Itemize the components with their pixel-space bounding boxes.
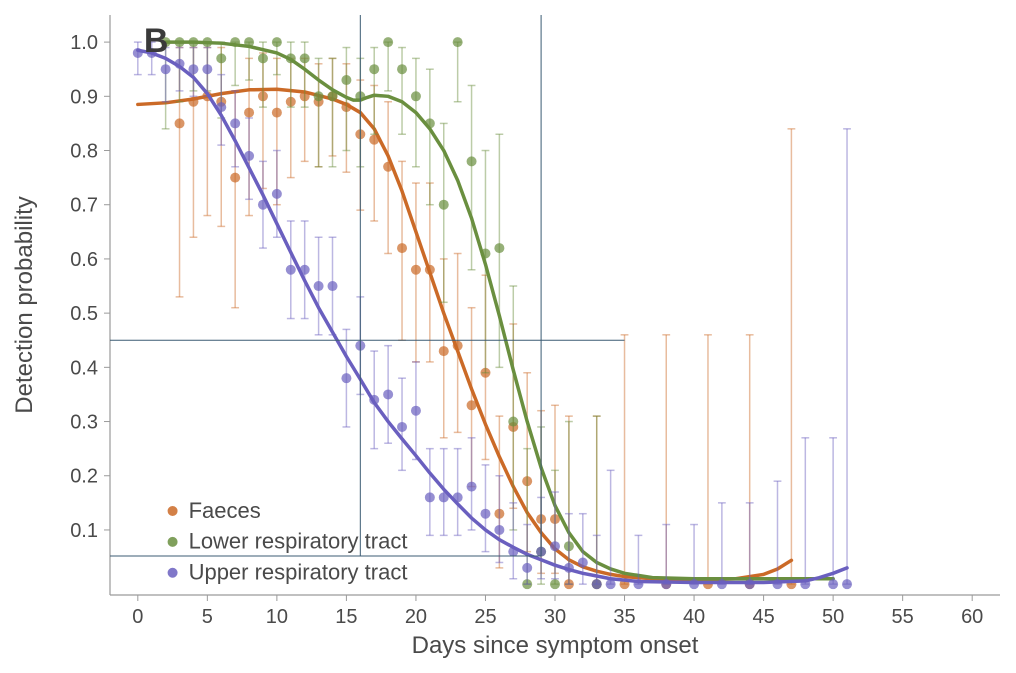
x-tick-label: 10 (266, 606, 288, 628)
data-point (244, 108, 254, 118)
data-point (550, 541, 560, 551)
x-tick-label: 45 (752, 606, 774, 628)
y-tick-label: 0.2 (70, 466, 98, 488)
y-tick-label: 0.7 (70, 195, 98, 217)
x-tick-label: 15 (335, 606, 357, 628)
data-point (550, 579, 560, 589)
data-point (508, 417, 518, 427)
x-tick-label: 25 (474, 606, 496, 628)
x-tick-label: 30 (544, 606, 566, 628)
chart-svg: 0 5 10 15 20 25 30 35 40 45 50 55 60 0.1 0.2 0.3 0.4 0.5 0… (0, 0, 1016, 673)
data-point (439, 200, 449, 210)
data-point (397, 422, 407, 432)
x-tick-label: 0 (132, 606, 143, 628)
data-point (272, 189, 282, 199)
bg (0, 0, 1016, 673)
data-point (230, 173, 240, 183)
data-point (161, 64, 171, 74)
data-point (286, 265, 296, 275)
legend-label: Faeces (189, 498, 261, 523)
data-point (341, 373, 351, 383)
panel-letter: B (144, 22, 169, 60)
data-point (314, 281, 324, 291)
x-tick-label: 5 (202, 606, 213, 628)
x-tick-label: 60 (961, 606, 983, 628)
data-point (341, 75, 351, 85)
x-tick-label: 50 (822, 606, 844, 628)
data-point (828, 579, 838, 589)
data-point (411, 406, 421, 416)
legend-marker (168, 568, 178, 578)
x-axis-label: Days since symptom onset (412, 632, 699, 659)
y-tick-label: 1.0 (70, 32, 98, 54)
data-point (202, 64, 212, 74)
data-point (300, 53, 310, 63)
data-point (314, 91, 324, 101)
data-point (397, 64, 407, 74)
legend-label: Lower respiratory tract (189, 529, 408, 554)
y-tick-label: 0.5 (70, 303, 98, 325)
data-point (383, 37, 393, 47)
x-tick-label: 55 (892, 606, 914, 628)
data-point (272, 108, 282, 118)
data-point (369, 64, 379, 74)
data-point (175, 118, 185, 128)
data-point (467, 156, 477, 166)
data-point (328, 281, 338, 291)
data-point (522, 563, 532, 573)
y-axis-label: Detection probability (11, 196, 38, 413)
data-point (258, 53, 268, 63)
data-point (411, 91, 421, 101)
data-point (425, 492, 435, 502)
y-tick-label: 0.3 (70, 412, 98, 434)
y-tick-label: 0.4 (70, 357, 98, 379)
data-point (494, 243, 504, 253)
y-tick-label: 0.6 (70, 249, 98, 271)
data-point (397, 243, 407, 253)
data-point (480, 509, 490, 519)
legend-label: Upper respiratory tract (189, 560, 408, 585)
data-point (494, 525, 504, 535)
data-point (216, 53, 226, 63)
data-point (578, 557, 588, 567)
y-tick-label: 0.1 (70, 520, 98, 542)
data-point (453, 37, 463, 47)
y-tick-label: 0.9 (70, 86, 98, 108)
data-point (842, 579, 852, 589)
legend-marker (168, 537, 178, 547)
legend-marker (168, 506, 178, 516)
x-tick-label: 40 (683, 606, 705, 628)
x-tick-label: 20 (405, 606, 427, 628)
y-tick-label: 0.8 (70, 141, 98, 163)
data-point (411, 265, 421, 275)
chart-container: 0 5 10 15 20 25 30 35 40 45 50 55 60 0.1 0.2 0.3 0.4 0.5 0… (0, 0, 1016, 673)
data-point (439, 346, 449, 356)
data-point (467, 482, 477, 492)
x-tick-label: 35 (613, 606, 635, 628)
data-point (383, 389, 393, 399)
data-point (272, 37, 282, 47)
data-point (592, 579, 602, 589)
data-point (230, 118, 240, 128)
